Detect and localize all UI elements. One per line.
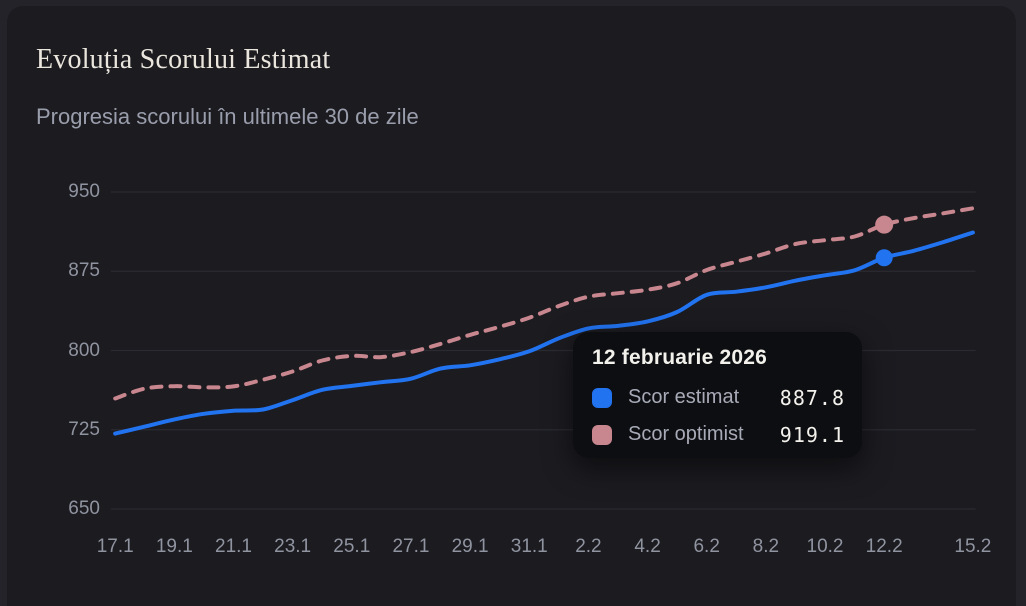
x-axis-label: 21.1	[215, 536, 252, 557]
x-axis-label: 10.2	[806, 536, 844, 557]
y-axis-label: 800	[68, 339, 100, 361]
tooltip-estimate-label: Scor estimat	[628, 386, 740, 408]
estimate-line	[113, 230, 975, 436]
y-axis-label: 950	[68, 181, 100, 202]
x-axis-label: 6.2	[693, 536, 720, 557]
chart-card	[7, 6, 1016, 606]
optimist-swatch-icon	[592, 424, 612, 445]
x-axis-label: 15.2	[954, 536, 992, 557]
chart-subtitle: Progresia scorului în ultimele 30 de zil…	[36, 104, 419, 129]
y-axis-label: 725	[68, 418, 100, 440]
x-axis-label: 23.1	[274, 536, 312, 557]
chart-tooltip: 12 februarie 2026 Scor estimat 887.8 Sco…	[573, 332, 862, 458]
x-axis-label: 4.2	[634, 536, 661, 557]
chart-title: Evoluția Scorului Estimat	[36, 44, 331, 75]
estimate-swatch-icon	[592, 387, 612, 408]
optimist-highlight-dot	[875, 215, 894, 234]
x-axis-label: 2.2	[575, 536, 602, 557]
x-axis-label: 29.1	[451, 536, 489, 557]
tooltip-optimist-value: 919.1	[779, 422, 845, 447]
x-axis-label: 25.1	[333, 536, 371, 557]
tooltip-row-estimate: Scor estimat 887.8	[592, 379, 845, 416]
x-axis-label: 31.1	[510, 536, 548, 557]
estimate-highlight-dot	[875, 249, 893, 267]
tooltip-estimate-value: 887.8	[779, 385, 845, 410]
x-axis-label: 17.1	[96, 536, 134, 557]
optimist-line	[113, 206, 975, 401]
x-axis-label: 8.2	[752, 536, 780, 557]
x-axis-label: 12.2	[865, 536, 903, 557]
y-axis-label: 650	[68, 498, 100, 519]
y-axis-label: 875	[68, 260, 100, 282]
tooltip-row-optimist: Scor optimist 919.1	[592, 416, 845, 453]
x-axis-label: 19.1	[155, 536, 193, 557]
tooltip-optimist-label: Scor optimist	[628, 423, 744, 445]
tooltip-date: 12 februarie 2026	[592, 346, 768, 369]
x-axis-label: 27.1	[392, 536, 430, 557]
